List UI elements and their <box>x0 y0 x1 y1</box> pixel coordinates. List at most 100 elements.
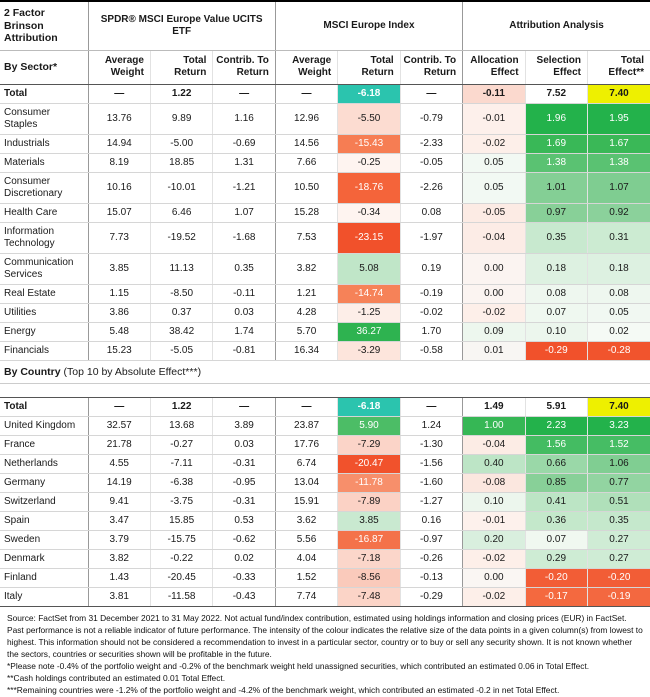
value-cell: 0.00 <box>463 253 525 284</box>
value-cell: 1.67 <box>588 134 650 153</box>
value-cell: — <box>275 398 337 417</box>
value-cell: -7.29 <box>338 436 400 455</box>
value-cell: -0.20 <box>525 569 587 588</box>
value-cell: -0.11 <box>213 284 275 303</box>
value-cell: -1.68 <box>213 222 275 253</box>
value-cell: 0.18 <box>588 253 650 284</box>
group-header-benchmark: MSCI Europe Index <box>275 1 462 50</box>
value-cell: 1.43 <box>88 569 150 588</box>
value-cell: 15.91 <box>275 493 337 512</box>
value-cell: 5.48 <box>88 322 150 341</box>
section-header-country: By Country (Top 10 by Absolute Effect***… <box>0 360 650 384</box>
value-cell: 0.08 <box>588 284 650 303</box>
value-cell: 0.36 <box>525 512 587 531</box>
value-cell: 13.68 <box>150 417 212 436</box>
row-label: Materials <box>0 153 88 172</box>
value-cell: 10.50 <box>275 172 337 203</box>
value-cell: 0.05 <box>463 153 525 172</box>
value-cell: 1.74 <box>213 322 275 341</box>
value-cell: 1.31 <box>213 153 275 172</box>
value-cell: 6.74 <box>275 455 337 474</box>
value-cell: 7.74 <box>275 588 337 607</box>
value-cell: 5.91 <box>525 398 587 417</box>
value-cell: 0.03 <box>213 303 275 322</box>
value-cell: 0.35 <box>525 222 587 253</box>
value-cell: 3.85 <box>338 512 400 531</box>
value-cell: 3.79 <box>88 531 150 550</box>
value-cell: -0.95 <box>213 474 275 493</box>
value-cell: 0.77 <box>588 474 650 493</box>
row-label: France <box>0 436 88 455</box>
value-cell: 0.00 <box>463 284 525 303</box>
value-cell: 0.53 <box>213 512 275 531</box>
row-label: Finland <box>0 569 88 588</box>
value-cell: -0.19 <box>588 588 650 607</box>
value-cell: — <box>88 84 150 103</box>
value-cell: -0.17 <box>525 588 587 607</box>
value-cell: 12.96 <box>275 103 337 134</box>
value-cell: 0.35 <box>588 512 650 531</box>
value-cell: -20.47 <box>338 455 400 474</box>
value-cell: 7.52 <box>525 84 587 103</box>
value-cell: 0.97 <box>525 203 587 222</box>
value-cell: -0.27 <box>150 436 212 455</box>
value-cell: 1.56 <box>525 436 587 455</box>
value-cell: -0.25 <box>338 153 400 172</box>
spacer-cell <box>0 384 650 398</box>
value-cell: 0.51 <box>588 493 650 512</box>
value-cell: 15.28 <box>275 203 337 222</box>
value-cell: 1.16 <box>213 103 275 134</box>
value-cell: 5.90 <box>338 417 400 436</box>
value-cell: 0.66 <box>525 455 587 474</box>
value-cell: -10.01 <box>150 172 212 203</box>
value-cell: 1.15 <box>88 284 150 303</box>
value-cell: -1.30 <box>400 436 462 455</box>
value-cell: 1.21 <box>275 284 337 303</box>
column-header-row: By Sector* Average Weight Total Return C… <box>0 50 650 84</box>
value-cell: -0.02 <box>463 550 525 569</box>
col-header-index-total-return: Total Return <box>338 50 400 84</box>
value-cell: 0.02 <box>588 322 650 341</box>
value-cell: 0.27 <box>588 550 650 569</box>
value-cell: -1.25 <box>338 303 400 322</box>
value-cell: 1.49 <box>463 398 525 417</box>
value-cell: -2.26 <box>400 172 462 203</box>
value-cell: -15.75 <box>150 531 212 550</box>
row-label: Real Estate <box>0 284 88 303</box>
group-header-attribution: Attribution Analysis <box>463 1 650 50</box>
value-cell: 1.01 <box>525 172 587 203</box>
value-cell: 7.53 <box>275 222 337 253</box>
value-cell: -18.76 <box>338 172 400 203</box>
value-cell: 15.85 <box>150 512 212 531</box>
value-cell: 0.05 <box>588 303 650 322</box>
row-label: Energy <box>0 322 88 341</box>
value-cell: 0.27 <box>588 531 650 550</box>
value-cell: -1.60 <box>400 474 462 493</box>
value-cell: -0.97 <box>400 531 462 550</box>
value-cell: -0.02 <box>463 303 525 322</box>
value-cell: 1.69 <box>525 134 587 153</box>
value-cell: 7.40 <box>588 398 650 417</box>
value-cell: -2.33 <box>400 134 462 153</box>
section-header-country-bold: By Country <box>4 366 61 378</box>
value-cell: -0.69 <box>213 134 275 153</box>
value-cell: -6.18 <box>338 398 400 417</box>
value-cell: 2.23 <box>525 417 587 436</box>
value-cell: -0.20 <box>588 569 650 588</box>
value-cell: -8.56 <box>338 569 400 588</box>
value-cell: -0.26 <box>400 550 462 569</box>
footnote-cash: **Cash holdings contributed an estimated… <box>7 673 643 685</box>
value-cell: 0.08 <box>400 203 462 222</box>
value-cell: 4.55 <box>88 455 150 474</box>
